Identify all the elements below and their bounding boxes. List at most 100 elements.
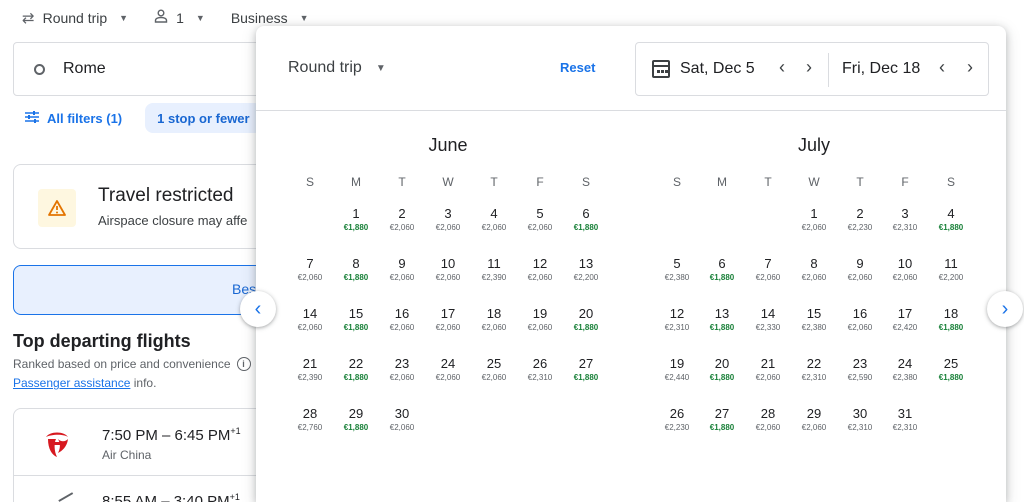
day-number: 6: [718, 256, 726, 271]
departure-next-button[interactable]: ›: [806, 57, 812, 77]
calendar-day[interactable]: 13 €1,880: [699, 306, 745, 342]
next-month-button[interactable]: ›: [987, 291, 1023, 327]
calendar-day[interactable]: 21 €2,390: [287, 356, 333, 392]
calendar-day[interactable]: 19 €2,060: [517, 306, 563, 342]
calendar-day[interactable]: 24 €2,060: [425, 356, 471, 392]
calendar-day[interactable]: 1 €2,060: [791, 206, 837, 242]
reset-button[interactable]: Reset: [560, 60, 596, 75]
calendar-day[interactable]: 10 €2,060: [882, 256, 928, 292]
price-label: €2,060: [527, 223, 553, 232]
lowest-price-label: €1,880: [343, 323, 369, 332]
calendar-day[interactable]: 26 €2,230: [654, 406, 700, 442]
calendar-day[interactable]: 25 €2,060: [471, 356, 517, 392]
calendar-day[interactable]: 20 €1,880: [563, 306, 609, 342]
calendar-day[interactable]: 17 €2,060: [425, 306, 471, 342]
departure-date[interactable]: Sat, Dec 5: [680, 60, 755, 77]
calendar-day[interactable]: 12 €2,310: [654, 306, 700, 342]
price-label: €2,060: [527, 273, 553, 282]
calendar-day[interactable]: 28 €2,060: [745, 406, 791, 442]
calendar-day[interactable]: 27 €1,880: [563, 356, 609, 392]
calendar-day[interactable]: 4 €2,060: [471, 206, 517, 242]
calendar-day[interactable]: 25 €1,880: [928, 356, 974, 392]
calendar-day[interactable]: 31 €2,310: [882, 406, 928, 442]
calendar-day[interactable]: 24 €2,380: [882, 356, 928, 392]
calendar-day[interactable]: 12 €2,060: [517, 256, 563, 292]
day-number: 4: [947, 206, 955, 221]
calendar-day[interactable]: 6 €1,880: [699, 256, 745, 292]
calendar-day[interactable]: 9 €2,060: [837, 256, 883, 292]
calendar-day[interactable]: 5 €2,380: [654, 256, 700, 292]
calendar-day[interactable]: 17 €2,420: [882, 306, 928, 342]
calendar-day[interactable]: 3 €2,310: [882, 206, 928, 242]
price-label: €2,380: [892, 373, 918, 382]
price-label: €2,060: [892, 273, 918, 282]
calendar-day[interactable]: 2 €2,230: [837, 206, 883, 242]
calendar-day[interactable]: 15 €1,880: [333, 306, 379, 342]
calendar-day[interactable]: 26 €2,310: [517, 356, 563, 392]
calendar-day[interactable]: 30 €2,060: [379, 406, 425, 442]
all-filters-button[interactable]: All filters (1): [13, 110, 134, 126]
passenger-assistance-note: Passenger assistance info.: [13, 376, 156, 390]
return-next-button[interactable]: ›: [967, 57, 973, 77]
calendar-day[interactable]: 23 €2,060: [379, 356, 425, 392]
calendar-day[interactable]: 30 €2,310: [837, 406, 883, 442]
calendar-day[interactable]: 18 €1,880: [928, 306, 974, 342]
calendar-day[interactable]: 4 €1,880: [928, 206, 974, 242]
picker-trip-type-select[interactable]: Round trip ▼: [288, 59, 386, 77]
calendar-day[interactable]: 16 €2,060: [837, 306, 883, 342]
calendar-day[interactable]: 7 €2,060: [745, 256, 791, 292]
calendar-day[interactable]: 7 €2,060: [287, 256, 333, 292]
flight-result-row[interactable]: 7:50 PM – 6:45 PM+1 Air China: [13, 408, 303, 476]
warning-triangle-icon: [38, 189, 76, 227]
return-prev-button[interactable]: ‹: [939, 57, 945, 77]
calendar-day[interactable]: 1 €1,880: [333, 206, 379, 242]
cabin-class-select[interactable]: Business ▼: [231, 10, 309, 26]
day-number: 20: [714, 356, 730, 371]
calendar-day[interactable]: 19 €2,440: [654, 356, 700, 392]
calendar-day[interactable]: 27 €1,880: [699, 406, 745, 442]
previous-month-button[interactable]: ‹: [240, 291, 276, 327]
calendar-day[interactable]: 10 €2,060: [425, 256, 471, 292]
calendar-day[interactable]: 28 €2,760: [287, 406, 333, 442]
calendar-day[interactable]: 6 €1,880: [563, 206, 609, 242]
weekday-label: F: [901, 175, 909, 189]
calendar-day[interactable]: 9 €2,060: [379, 256, 425, 292]
calendar-day[interactable]: 22 €2,310: [791, 356, 837, 392]
trip-type-label: Round trip: [42, 10, 108, 26]
return-date[interactable]: Fri, Dec 18: [842, 60, 921, 77]
passengers-select[interactable]: 1 ▼: [154, 9, 205, 27]
calendar-day[interactable]: 29 €2,060: [791, 406, 837, 442]
info-icon[interactable]: i: [236, 357, 251, 371]
calendar-day[interactable]: 18 €2,060: [471, 306, 517, 342]
day-number: 4: [490, 206, 498, 221]
calendar-day[interactable]: 8 €1,880: [333, 256, 379, 292]
day-number: 28: [760, 406, 776, 421]
stops-filter-chip[interactable]: 1 stop or fewer: [145, 103, 262, 133]
calendar-day[interactable]: 11 €2,390: [471, 256, 517, 292]
passenger-assistance-link[interactable]: Passenger assistance: [13, 376, 131, 390]
weekday-label: S: [672, 175, 681, 189]
calendar-day[interactable]: 14 €2,060: [287, 306, 333, 342]
calendar-day[interactable]: 8 €2,060: [791, 256, 837, 292]
calendar-day[interactable]: 29 €1,880: [333, 406, 379, 442]
calendar-day[interactable]: 21 €2,060: [745, 356, 791, 392]
calendar-day[interactable]: 3 €2,060: [425, 206, 471, 242]
lowest-price-label: €1,880: [343, 223, 369, 232]
calendar-day[interactable]: 11 €2,200: [928, 256, 974, 292]
calendar-day[interactable]: 14 €2,330: [745, 306, 791, 342]
day-number: 16: [852, 306, 868, 321]
calendar-day[interactable]: 23 €2,590: [837, 356, 883, 392]
alert-title: Travel restricted: [98, 185, 234, 206]
all-filters-label: All filters (1): [47, 110, 123, 126]
calendar-day[interactable]: 2 €2,060: [379, 206, 425, 242]
calendar-day[interactable]: 5 €2,060: [517, 206, 563, 242]
departure-prev-button[interactable]: ‹: [779, 57, 785, 77]
calendar-day[interactable]: 22 €1,880: [333, 356, 379, 392]
calendar-day[interactable]: 13 €2,200: [563, 256, 609, 292]
calendar-day[interactable]: 15 €2,380: [791, 306, 837, 342]
trip-type-select[interactable]: ⇄ Round trip ▼: [22, 9, 128, 27]
calendar-day[interactable]: 16 €2,060: [379, 306, 425, 342]
calendar-day[interactable]: 20 €1,880: [699, 356, 745, 392]
travel-restricted-alert: Travel restricted Airspace closure may a…: [13, 164, 303, 249]
date-picker-header: Round trip ▼ Reset Sat, Dec 5 ‹ › Fri, D…: [256, 26, 1006, 111]
